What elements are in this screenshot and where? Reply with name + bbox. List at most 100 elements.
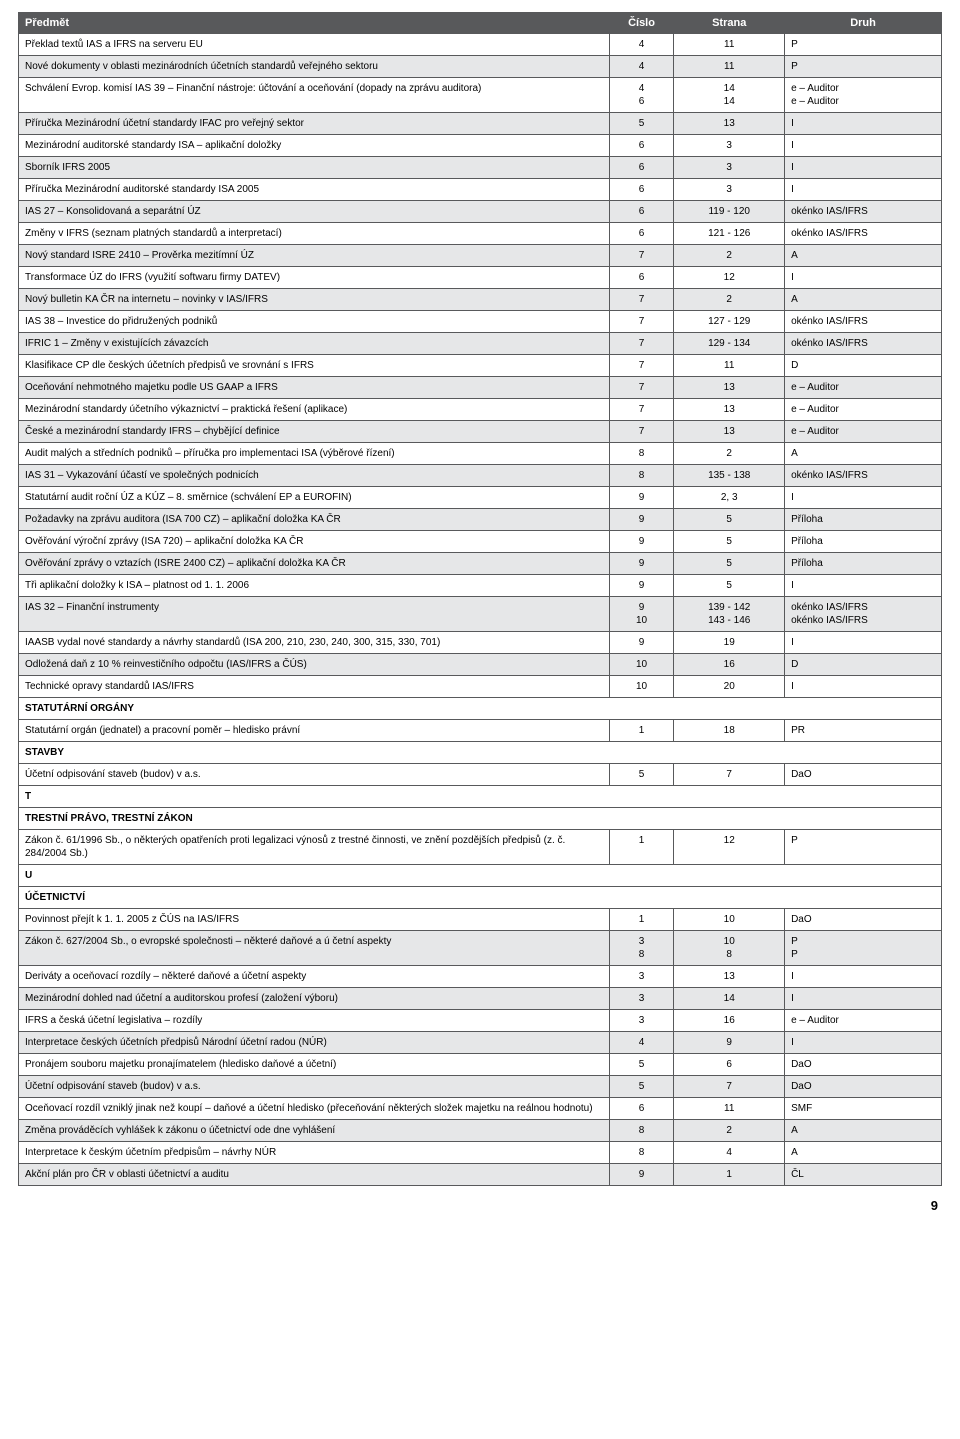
cell-strana: 3: [674, 157, 785, 179]
cell-predmet: Statutární orgán (jednatel) a pracovní p…: [19, 720, 610, 742]
cell-predmet: Mezinárodní standardy účetního výkaznict…: [19, 399, 610, 421]
table-row: Oceňovací rozdíl vzniklý jinak než koupí…: [19, 1098, 942, 1120]
table-row: Změny v IFRS (seznam platných standardů …: [19, 223, 942, 245]
section-title: T: [19, 786, 942, 808]
cell-cislo: 9: [609, 509, 674, 531]
cell-cislo: 4: [609, 56, 674, 78]
table-row: Účetní odpisování staveb (budov) v a.s.5…: [19, 764, 942, 786]
cell-predmet: Statutární audit roční ÚZ a KÚZ – 8. smě…: [19, 487, 610, 509]
cell-druh: DaO: [785, 764, 942, 786]
cell-cislo: 8: [609, 1120, 674, 1142]
cell-cislo: 3 8: [609, 931, 674, 966]
table-row: IAASB vydal nové standardy a návrhy stan…: [19, 632, 942, 654]
cell-cislo: 1: [609, 720, 674, 742]
cell-predmet: Interpretace k českým účetním předpisům …: [19, 1142, 610, 1164]
cell-strana: 129 - 134: [674, 333, 785, 355]
cell-druh: I: [785, 135, 942, 157]
table-row: Překlad textů IAS a IFRS na serveru EU41…: [19, 34, 942, 56]
table-header-row: Předmět Číslo Strana Druh: [19, 13, 942, 34]
cell-druh: P: [785, 56, 942, 78]
table-row: Statutární audit roční ÚZ a KÚZ – 8. smě…: [19, 487, 942, 509]
cell-cislo: 9: [609, 531, 674, 553]
cell-druh: P: [785, 34, 942, 56]
cell-predmet: Nový standard ISRE 2410 – Prověrka mezit…: [19, 245, 610, 267]
table-row: Mezinárodní standardy účetního výkaznict…: [19, 399, 942, 421]
cell-strana: 7: [674, 1076, 785, 1098]
table-row: Interpretace českých účetních předpisů N…: [19, 1032, 942, 1054]
cell-druh: Příloha: [785, 553, 942, 575]
cell-predmet: Nové dokumenty v oblasti mezinárodních ú…: [19, 56, 610, 78]
table-row: Akční plán pro ČR v oblasti účetnictví a…: [19, 1164, 942, 1186]
cell-strana: 3: [674, 135, 785, 157]
cell-cislo: 3: [609, 988, 674, 1010]
cell-strana: 19: [674, 632, 785, 654]
cell-strana: 5: [674, 509, 785, 531]
table-row: Nový bulletin KA ČR na internetu – novin…: [19, 289, 942, 311]
cell-cislo: 7: [609, 333, 674, 355]
table-row: Požadavky na zprávu auditora (ISA 700 CZ…: [19, 509, 942, 531]
cell-strana: 10: [674, 909, 785, 931]
cell-strana: 13: [674, 966, 785, 988]
cell-cislo: 7: [609, 245, 674, 267]
cell-predmet: Zákon č. 627/2004 Sb., o evropské společ…: [19, 931, 610, 966]
cell-predmet: Audit malých a středních podniků – příru…: [19, 443, 610, 465]
cell-strana: 3: [674, 179, 785, 201]
cell-druh: e – Auditor: [785, 377, 942, 399]
cell-strana: 6: [674, 1054, 785, 1076]
table-row: Účetní odpisování staveb (budov) v a.s.5…: [19, 1076, 942, 1098]
cell-strana: 139 - 142 143 - 146: [674, 597, 785, 632]
cell-druh: Příloha: [785, 531, 942, 553]
cell-cislo: 8: [609, 443, 674, 465]
index-table: Předmět Číslo Strana Druh Překlad textů …: [18, 12, 942, 1186]
table-row: Nový standard ISRE 2410 – Prověrka mezit…: [19, 245, 942, 267]
cell-cislo: 5: [609, 764, 674, 786]
cell-predmet: Ověřování zprávy o vztazích (ISRE 2400 C…: [19, 553, 610, 575]
table-row: IAS 27 – Konsolidovaná a separátní ÚZ611…: [19, 201, 942, 223]
cell-cislo: 5: [609, 1054, 674, 1076]
cell-predmet: Změna prováděcích vyhlášek k zákonu o úč…: [19, 1120, 610, 1142]
cell-cislo: 6: [609, 223, 674, 245]
section-title: STATUTÁRNÍ ORGÁNY: [19, 698, 942, 720]
cell-strana: 11: [674, 355, 785, 377]
cell-cislo: 7: [609, 399, 674, 421]
cell-druh: A: [785, 1142, 942, 1164]
cell-strana: 18: [674, 720, 785, 742]
cell-predmet: Klasifikace CP dle českých účetních před…: [19, 355, 610, 377]
cell-strana: 11: [674, 1098, 785, 1120]
table-row: IFRIC 1 – Změny v existujících závazcích…: [19, 333, 942, 355]
section-title: U: [19, 865, 942, 887]
cell-druh: I: [785, 988, 942, 1010]
cell-druh: A: [785, 443, 942, 465]
table-row: Ověřování výroční zprávy (ISA 720) – apl…: [19, 531, 942, 553]
cell-cislo: 3: [609, 1010, 674, 1032]
cell-cislo: 5: [609, 113, 674, 135]
table-row: Zákon č. 61/1996 Sb., o některých opatře…: [19, 830, 942, 865]
cell-druh: I: [785, 1032, 942, 1054]
cell-strana: 14 14: [674, 78, 785, 113]
col-cislo: Číslo: [609, 13, 674, 34]
cell-predmet: Interpretace českých účetních předpisů N…: [19, 1032, 610, 1054]
table-row: Mezinárodní dohled nad účetní a auditors…: [19, 988, 942, 1010]
cell-cislo: 9: [609, 553, 674, 575]
cell-predmet: České a mezinárodní standardy IFRS – chy…: [19, 421, 610, 443]
cell-predmet: Tři aplikační doložky k ISA – platnost o…: [19, 575, 610, 597]
cell-druh: I: [785, 676, 942, 698]
cell-cislo: 6: [609, 201, 674, 223]
section-row: STATUTÁRNÍ ORGÁNY: [19, 698, 942, 720]
table-row: Odložená daň z 10 % reinvestičního odpoč…: [19, 654, 942, 676]
cell-druh: D: [785, 355, 942, 377]
cell-cislo: 1: [609, 909, 674, 931]
cell-strana: 12: [674, 267, 785, 289]
cell-strana: 1: [674, 1164, 785, 1186]
cell-druh: okénko IAS/IFRS: [785, 465, 942, 487]
cell-predmet: IAS 27 – Konsolidovaná a separátní ÚZ: [19, 201, 610, 223]
cell-predmet: Nový bulletin KA ČR na internetu – novin…: [19, 289, 610, 311]
cell-strana: 2: [674, 289, 785, 311]
cell-cislo: 4: [609, 34, 674, 56]
cell-druh: A: [785, 245, 942, 267]
cell-strana: 14: [674, 988, 785, 1010]
cell-strana: 16: [674, 1010, 785, 1032]
cell-predmet: Technické opravy standardů IAS/IFRS: [19, 676, 610, 698]
table-row: IFRS a česká účetní legislativa – rozdíl…: [19, 1010, 942, 1032]
cell-cislo: 6: [609, 157, 674, 179]
